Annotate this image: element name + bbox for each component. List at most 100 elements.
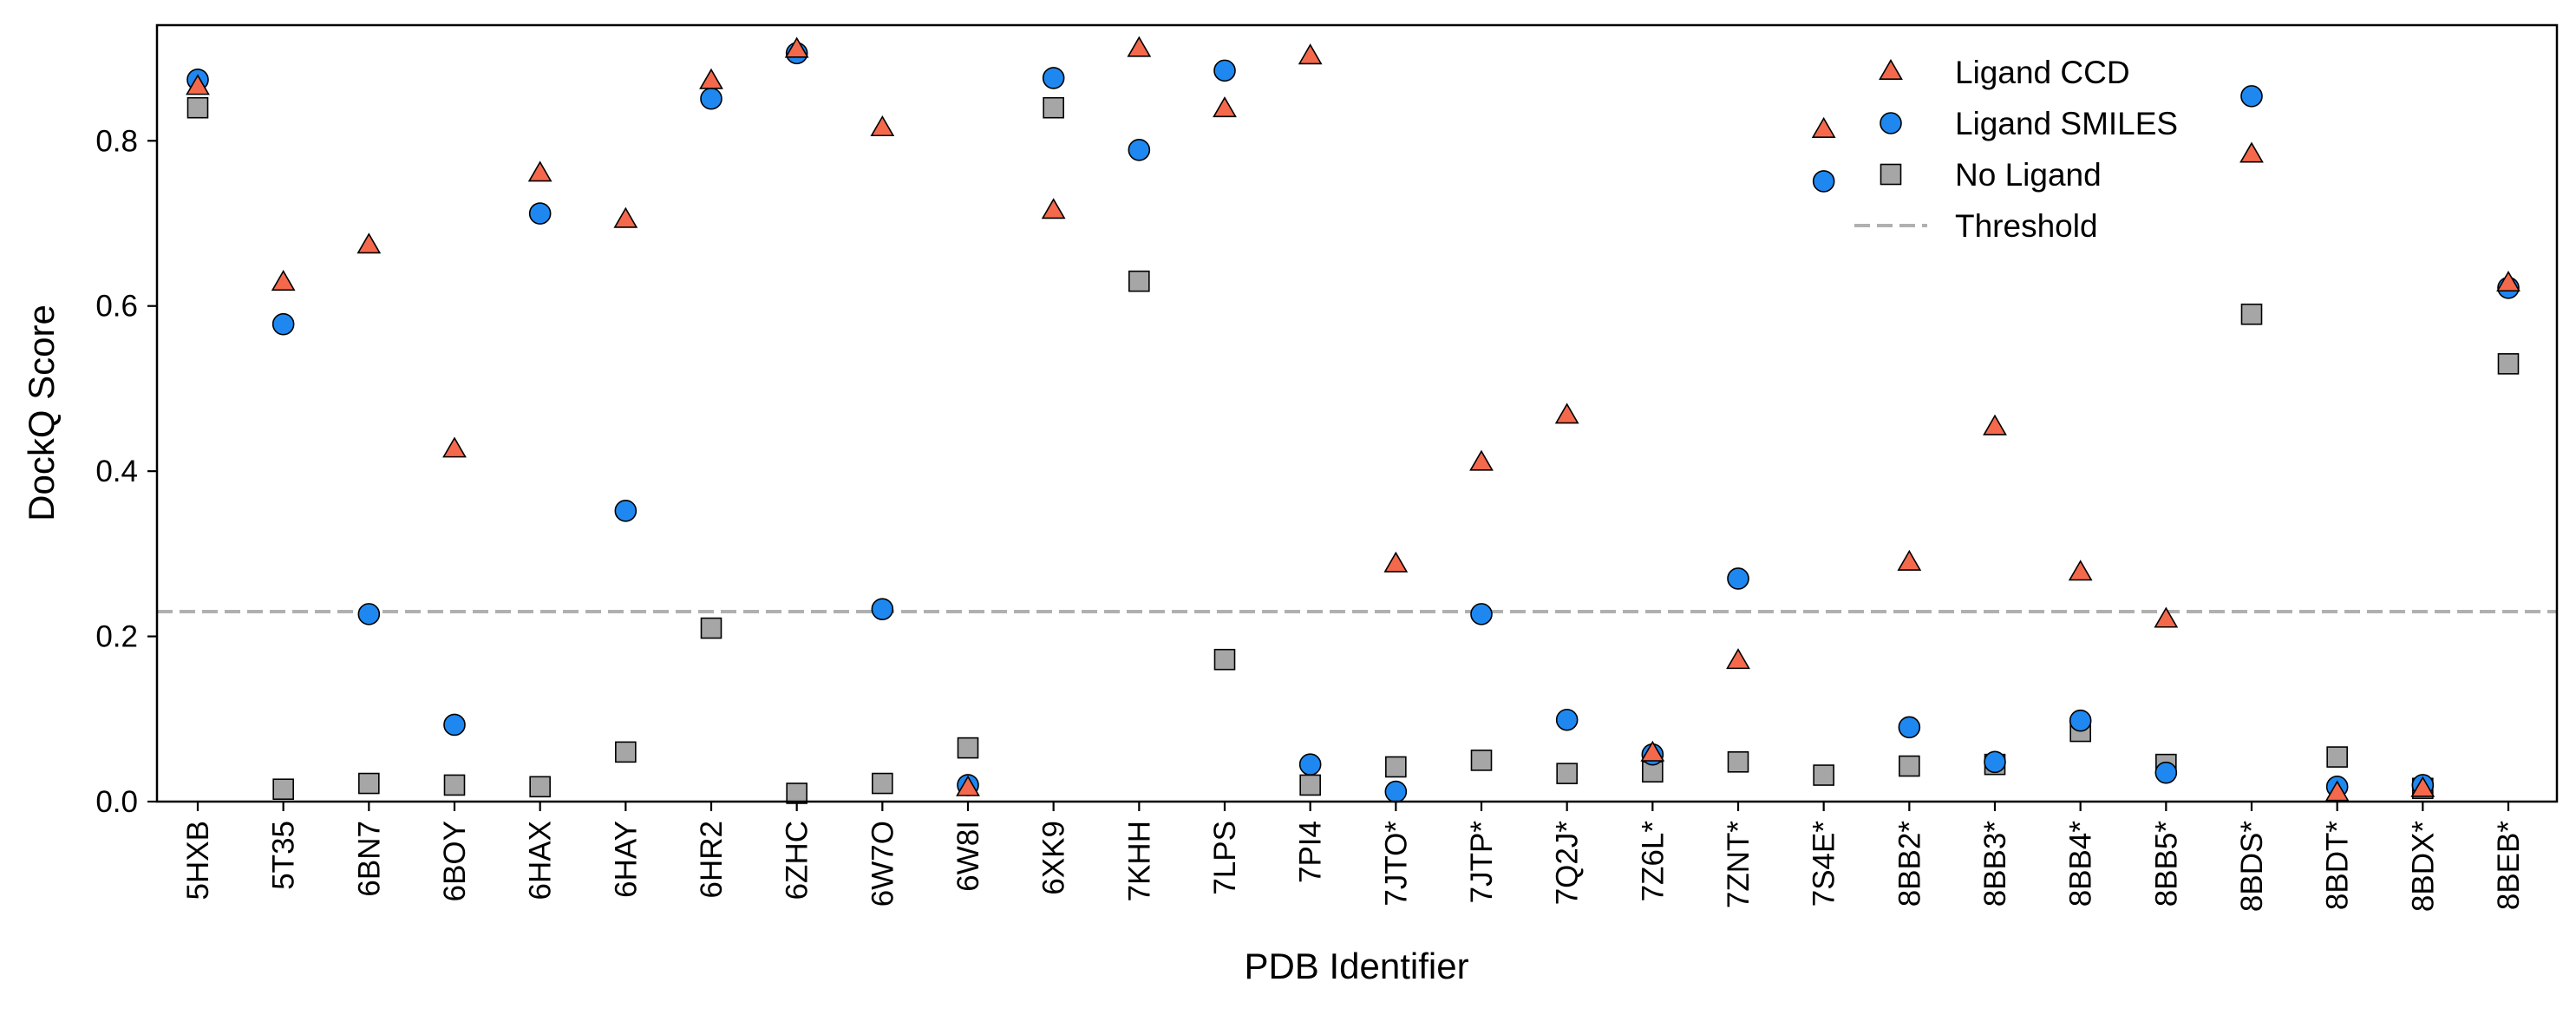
data-point xyxy=(1128,138,1151,161)
x-tick-label: 6ZHC xyxy=(781,821,814,900)
data-point xyxy=(529,776,551,798)
data-point xyxy=(1899,755,1920,777)
data-point xyxy=(1469,449,1494,471)
data-point xyxy=(1127,36,1152,57)
x-tick-label: 7S4E* xyxy=(1808,821,1841,907)
y-axis-title: DockQ Score xyxy=(21,304,62,521)
y-tick-label: 0.2 xyxy=(95,620,138,654)
data-point xyxy=(1041,198,1066,219)
data-point xyxy=(1727,567,1749,590)
x-tick-label: 7ZNT* xyxy=(1722,821,1755,909)
data-point xyxy=(700,87,722,110)
legend-label: Threshold xyxy=(1955,208,2098,244)
x-tick-label: 8BEB* xyxy=(2492,821,2526,910)
data-point xyxy=(272,778,294,801)
data-point xyxy=(1898,716,1921,739)
data-point xyxy=(1384,780,1408,803)
data-point xyxy=(186,74,210,95)
x-tick-label: 7JTO* xyxy=(1379,821,1413,907)
x-axis: 5HXB 5T35 6BN7 6BOY 6HAX 6HAY 6HR2 6ZHC 6W7O 6W8I… xyxy=(181,802,2526,912)
data-point xyxy=(2324,780,2350,802)
x-tick-label: 8BDX* xyxy=(2406,821,2440,912)
data-point xyxy=(443,713,466,737)
data-point xyxy=(527,160,552,182)
data-point xyxy=(957,737,979,759)
data-point xyxy=(1470,750,1493,771)
x-tick-label: 7Z6L* xyxy=(1636,821,1670,902)
data-point xyxy=(1383,551,1409,573)
data-point xyxy=(2240,303,2263,325)
data-point xyxy=(1213,648,1236,671)
x-tick-label: 8BDT* xyxy=(2321,821,2355,910)
data-point xyxy=(442,436,467,458)
data-point xyxy=(1298,753,1322,776)
y-tick-label: 0.6 xyxy=(95,290,138,324)
data-point xyxy=(2069,709,2092,732)
data-point xyxy=(1128,270,1150,292)
x-tick-label: 5T35 xyxy=(267,821,301,890)
data-point xyxy=(2068,560,2093,581)
data-point xyxy=(1213,96,1237,118)
data-point xyxy=(2496,270,2520,292)
data-point xyxy=(271,312,295,336)
data-point xyxy=(1385,756,1407,778)
series-ligand-smiles xyxy=(186,42,2520,803)
x-tick-label: 6BN7 xyxy=(352,821,386,897)
data-point xyxy=(443,774,466,796)
plot-frame xyxy=(155,23,2559,803)
data-point xyxy=(1555,708,1579,731)
x-tick-label: 7JTP* xyxy=(1465,821,1499,904)
data-point xyxy=(186,96,209,119)
x-tick-label: 6HR2 xyxy=(695,821,729,898)
data-point xyxy=(2154,761,2178,784)
data-point xyxy=(700,617,722,639)
data-point xyxy=(613,206,638,228)
x-tick-label: 6HAY xyxy=(609,821,643,898)
data-point xyxy=(357,603,381,625)
data-point xyxy=(1726,648,1750,670)
data-point xyxy=(870,115,895,137)
series-ligand-ccd xyxy=(186,36,2520,802)
x-tick-label: 8BB3* xyxy=(1978,821,2012,907)
data-point xyxy=(1042,67,1065,89)
legend: Ligand CCD Ligand SMILES No Ligand Threshol… xyxy=(1854,55,2178,244)
x-tick-label: 8BB5* xyxy=(2149,821,2183,907)
data-point xyxy=(614,500,637,522)
legend-marker xyxy=(1879,58,1903,81)
data-point xyxy=(1298,43,1323,65)
data-point xyxy=(872,772,893,795)
data-point xyxy=(2240,85,2263,108)
data-point xyxy=(1983,414,2007,435)
x-tick-label: 8BB2* xyxy=(1893,821,1926,907)
data-point xyxy=(528,202,552,225)
y-tick-label: 0.8 xyxy=(95,124,138,158)
y-tick-label: 0.4 xyxy=(95,455,138,488)
data-point xyxy=(1556,763,1578,784)
data-point xyxy=(358,772,380,795)
legend-label: No Ligand xyxy=(1955,157,2102,193)
series-no-ligand xyxy=(186,96,2520,804)
data-point xyxy=(1213,59,1236,82)
data-point xyxy=(2154,606,2179,628)
data-point xyxy=(271,270,296,291)
data-point xyxy=(1813,764,1834,786)
x-tick-label: 6HAX xyxy=(524,821,558,900)
x-tick-label: 6W7O xyxy=(866,821,899,907)
data-point xyxy=(2497,353,2520,375)
x-tick-label: 8BDS* xyxy=(2235,821,2269,912)
data-point xyxy=(871,598,894,620)
legend-marker xyxy=(1880,112,1902,134)
y-axis: 0.0 0.2 0.4 0.6 0.8 xyxy=(95,124,157,819)
legend-label: Ligand SMILES xyxy=(1955,106,2178,141)
data-point xyxy=(699,68,723,89)
data-point xyxy=(1897,549,1922,571)
x-tick-label: 7KHH xyxy=(1122,821,1156,901)
x-tick-label: 6BOY xyxy=(438,821,472,901)
data-point xyxy=(1043,96,1064,119)
legend-marker xyxy=(1880,163,1902,186)
x-tick-label: 5HXB xyxy=(181,821,215,900)
legend-label: Ligand CCD xyxy=(1955,55,2130,90)
x-tick-label: 6XK9 xyxy=(1037,821,1071,895)
data-point xyxy=(1640,740,1665,762)
data-point xyxy=(956,775,980,796)
